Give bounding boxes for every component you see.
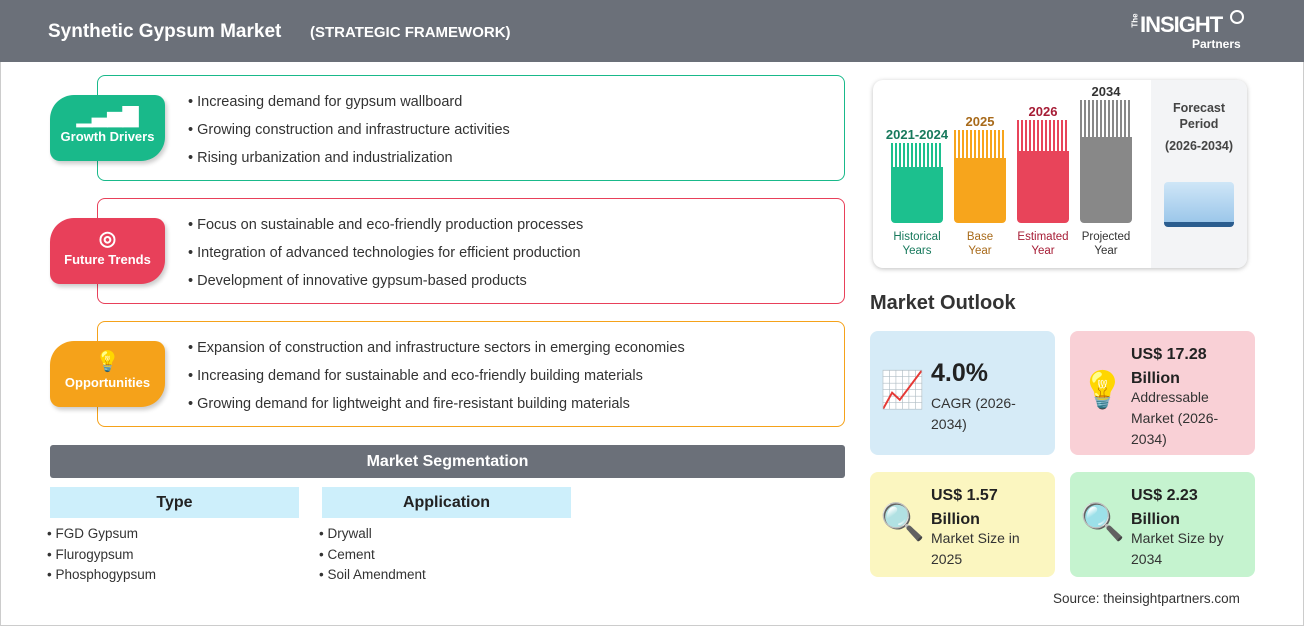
badge: ▁▃▅▇ Growth Drivers	[50, 95, 165, 161]
period-bar	[954, 130, 1006, 223]
source-note: Source: theinsightpartners.com	[1053, 591, 1240, 606]
segmentation-title: Market Segmentation	[50, 445, 845, 478]
outlook-value: US$ 17.28 Billion	[1131, 346, 1207, 387]
lightbulb-hand-icon: 💡	[95, 351, 120, 373]
period-bar	[1017, 120, 1069, 223]
outlook-description: Market Size by 2034	[1131, 530, 1224, 567]
magnifier-chart-icon: 🔍	[880, 500, 925, 542]
section-growth-drivers: Increasing demand for gypsum wallboardGr…	[97, 75, 845, 181]
list-item: Expansion of construction and infrastruc…	[188, 340, 685, 368]
list-item: Focus on sustainable and eco-friendly pr…	[188, 217, 583, 245]
dollar-bulb-icon: 💡	[1080, 369, 1125, 410]
magnifier-chart-icon: 🔍	[1080, 500, 1125, 542]
forecast-label: Forecast	[1172, 101, 1226, 115]
period-bar	[891, 143, 943, 223]
outlook-card: 📈 4.0% CAGR (2026-2034)	[870, 331, 1055, 455]
list-item: Growing construction and infrastructure …	[188, 122, 510, 150]
outlook-card: 💡 US$ 17.28 Billion Addressable Market (…	[1070, 331, 1255, 455]
type-list: FGD Gypsum Flurogypsum Phosphogypsum	[47, 526, 156, 588]
period-bar	[1080, 100, 1132, 223]
list-item: Growing demand for lightweight and fire-…	[188, 396, 685, 424]
badge: 💡 Opportunities	[50, 341, 165, 407]
list-item: Cement	[319, 547, 426, 568]
list-item: Flurogypsum	[47, 547, 156, 568]
analytics-illustration-icon	[1164, 182, 1234, 227]
list-item: FGD Gypsum	[47, 526, 156, 547]
section-opportunities: Expansion of construction and infrastruc…	[97, 321, 845, 427]
page-subtitle: (STRATEGIC FRAMEWORK)	[310, 24, 511, 41]
outlook-description: CAGR (2026-2034)	[931, 395, 1016, 432]
list-item: Rising urbanization and industrializatio…	[188, 150, 510, 178]
list-item: Drywall	[319, 526, 426, 547]
segment-header-application: Application	[322, 487, 571, 518]
outlook-value: US$ 2.23 Billion	[1131, 487, 1198, 528]
application-list: Drywall Cement Soil Amendment	[319, 526, 426, 588]
market-outlook-title: Market Outlook	[870, 292, 1016, 314]
badge: ◎ Future Trends	[50, 218, 165, 284]
forecast-period: Forecast Period (2026-2034)	[1151, 80, 1247, 268]
period-year: 2021-2024	[885, 127, 949, 142]
timeline-card: 2021-2024 Historical Years 2025 Base Year 20…	[873, 80, 1247, 268]
list-item: Increasing demand for gypsum wallboard	[188, 94, 510, 122]
period-label: Estimated Year	[1017, 231, 1069, 257]
growth-chart-icon: 📈	[880, 369, 925, 410]
badge-label: Future Trends	[64, 252, 151, 267]
outlook-description: Addressable Market (2026-2034)	[1131, 389, 1219, 447]
badge-label: Opportunities	[64, 375, 151, 390]
segment-header-type: Type	[50, 487, 299, 518]
period-year: 2026	[1028, 104, 1058, 119]
period-year: 2034	[1091, 84, 1121, 99]
period-year: 2025	[965, 114, 995, 129]
page-title: Synthetic Gypsum Market	[48, 21, 282, 42]
badge-label: Growth Drivers	[60, 129, 155, 144]
forecast-range: (2026-2034)	[1164, 139, 1234, 153]
bullet-list: Increasing demand for gypsum wallboardGr…	[188, 94, 510, 178]
outlook-description: Market Size in 2025	[931, 530, 1020, 567]
list-item: Increasing demand for sustainable and ec…	[188, 368, 685, 396]
list-item: Soil Amendment	[319, 567, 425, 588]
list-item: Integration of advanced technologies for…	[188, 245, 583, 273]
section-future-trends: Focus on sustainable and eco-friendly pr…	[97, 198, 845, 304]
period-label: Base Year	[966, 231, 994, 257]
target-icon: ◎	[98, 228, 117, 250]
bullet-list: Focus on sustainable and eco-friendly pr…	[188, 217, 583, 301]
list-item: Phosphogypsum	[47, 567, 156, 588]
outlook-card: 🔍 US$ 1.57 Billion Market Size in 2025	[870, 472, 1055, 577]
outlook-value: 4.0%	[931, 359, 988, 387]
period-label: Historical Years	[893, 231, 941, 257]
list-item: Development of innovative gypsum-based p…	[188, 273, 583, 301]
period-label: Projected Year	[1081, 231, 1131, 257]
forecast-label: Period	[1179, 117, 1219, 131]
outlook-card: 🔍 US$ 2.23 Billion Market Size by 2034	[1070, 472, 1255, 577]
bullet-list: Expansion of construction and infrastruc…	[188, 340, 685, 424]
growth-chart-icon: ▁▃▅▇	[76, 105, 139, 127]
outlook-value: US$ 1.57 Billion	[931, 487, 998, 528]
header: Synthetic Gypsum Market (STRATEGIC FRAME…	[0, 0, 1304, 62]
